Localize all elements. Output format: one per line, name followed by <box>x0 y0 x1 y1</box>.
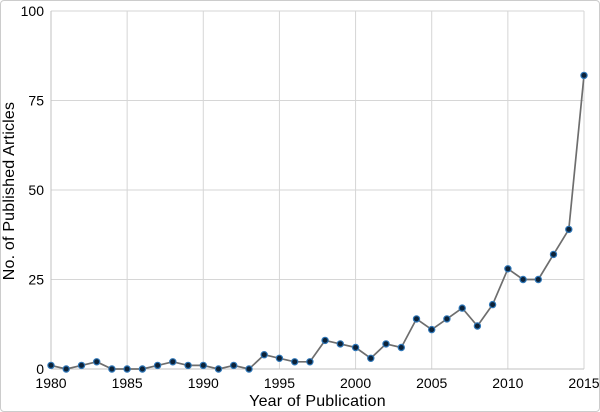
data-point-marker <box>169 358 177 366</box>
data-point-marker <box>367 354 375 362</box>
data-series-line <box>50 75 585 370</box>
data-point-marker <box>397 343 405 352</box>
x-tick-label: 1995 <box>264 375 295 391</box>
y-tick-label: 50 <box>28 182 44 198</box>
y-tick-label: 100 <box>21 3 45 19</box>
data-point-marker <box>214 365 223 373</box>
y-tick-label: 75 <box>28 92 44 108</box>
y-tick-label: 25 <box>28 271 44 287</box>
x-tick-label: 1980 <box>35 375 66 391</box>
x-tick-label: 2005 <box>416 375 447 391</box>
data-point-marker <box>565 225 573 234</box>
data-point-marker <box>184 361 192 370</box>
x-tick-label: 2015 <box>568 375 599 391</box>
x-tick-label: 1990 <box>188 375 219 391</box>
y-tick-label: 0 <box>36 361 44 377</box>
data-point-marker <box>47 361 55 370</box>
data-point-marker <box>428 325 436 334</box>
data-point-marker <box>260 351 268 359</box>
data-point-marker <box>351 343 360 352</box>
data-point-marker <box>382 340 390 348</box>
data-point-marker <box>138 365 147 373</box>
x-tick-label: 1985 <box>112 375 143 391</box>
data-point-marker <box>519 275 527 284</box>
data-point-marker <box>336 340 344 348</box>
data-point-marker <box>77 361 86 370</box>
data-point-marker <box>412 315 421 323</box>
x-tick-label: 2000 <box>340 375 371 391</box>
data-point-marker <box>488 300 497 309</box>
data-point-marker <box>62 365 70 373</box>
data-point-marker <box>92 358 101 366</box>
data-point-marker <box>549 250 558 259</box>
data-point-marker <box>504 265 512 273</box>
data-point-marker <box>321 336 329 345</box>
data-point-marker <box>580 71 588 80</box>
data-point-marker <box>473 322 482 330</box>
data-point-marker <box>199 361 207 370</box>
data-point-marker <box>306 358 314 366</box>
y-axis-title: No. of Published Articles <box>1 101 18 281</box>
data-point-marker <box>229 361 238 370</box>
data-point-marker <box>153 361 162 370</box>
data-point-marker <box>123 365 131 373</box>
data-point-marker <box>245 365 253 373</box>
data-point-marker <box>443 315 451 323</box>
data-point-marker <box>458 304 466 312</box>
data-point-marker <box>275 354 284 362</box>
data-point-marker <box>534 275 543 284</box>
data-point-marker <box>108 365 116 373</box>
x-tick-label: 2010 <box>492 375 523 391</box>
x-axis-title: Year of Publication <box>249 393 386 410</box>
data-point-marker <box>291 358 299 366</box>
